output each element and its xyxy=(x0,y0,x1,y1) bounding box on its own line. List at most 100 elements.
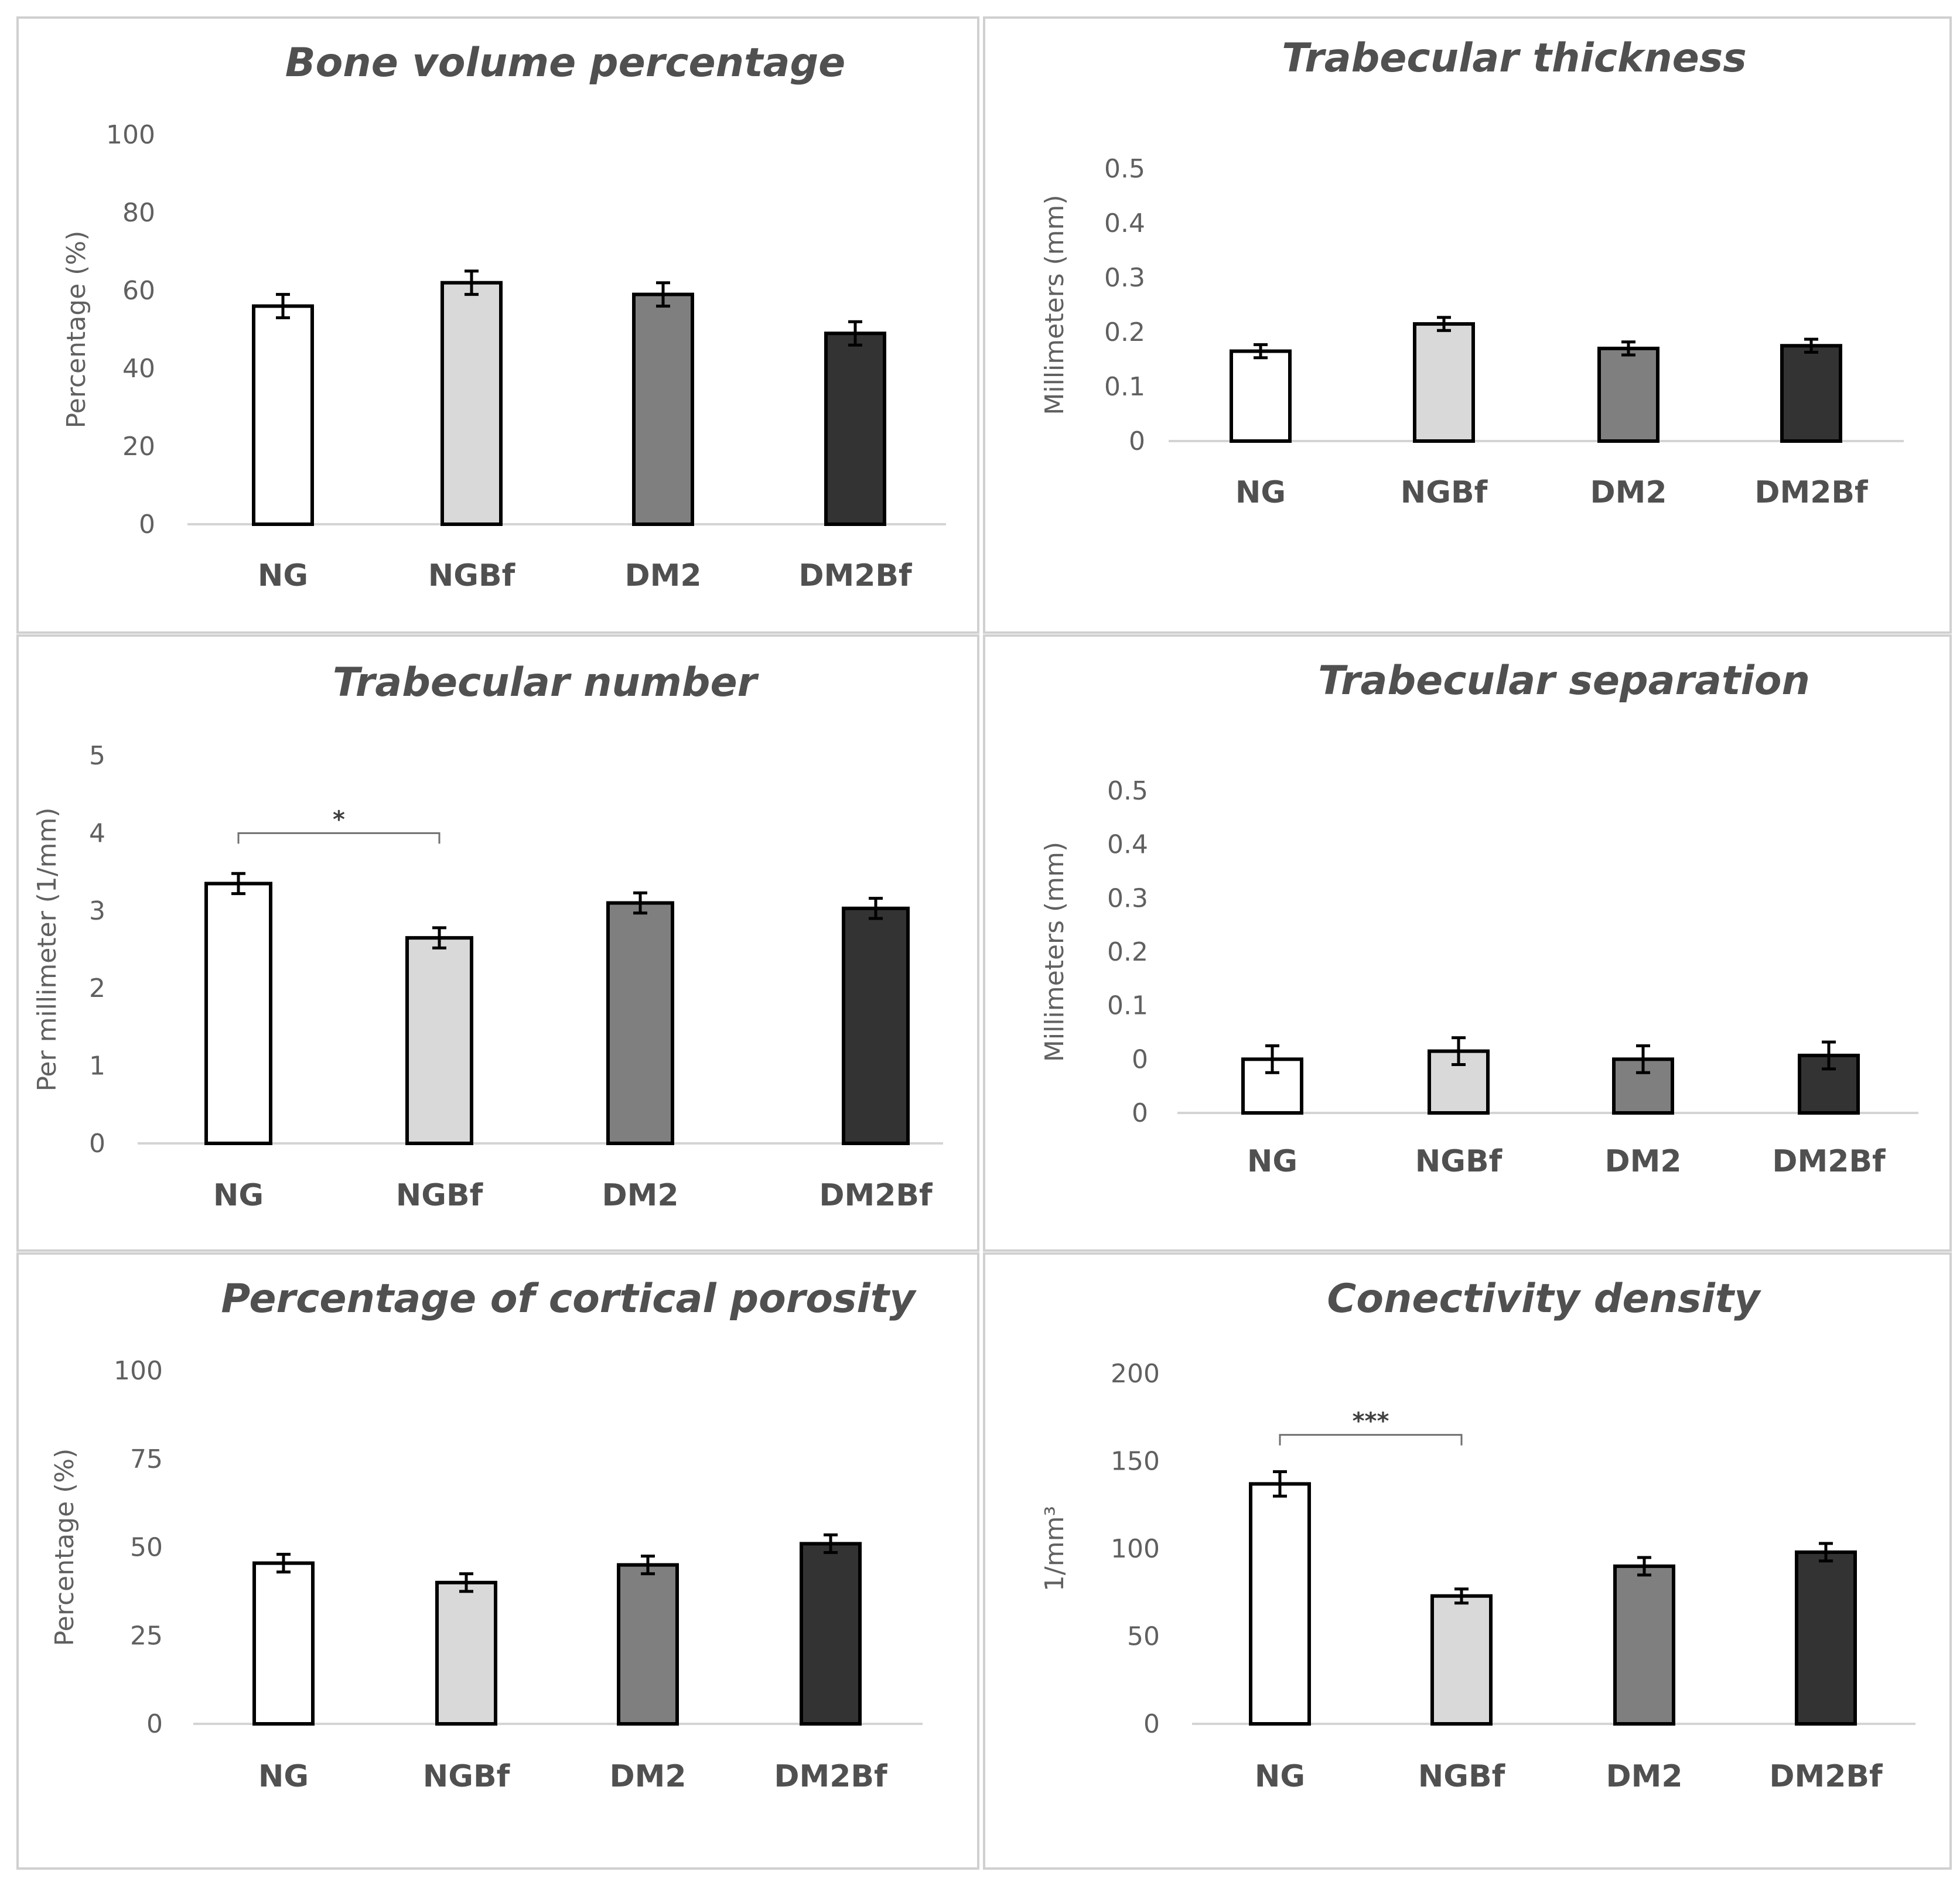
bar-NGBf xyxy=(1413,322,1475,443)
y-tick-label: 0 xyxy=(1132,1044,1148,1074)
y-axis-title: 1/mm³ xyxy=(1040,1506,1070,1591)
bar-DM2 xyxy=(617,1563,679,1726)
y-tick-label: 50 xyxy=(130,1533,163,1563)
y-tick-label: 0 xyxy=(146,1709,163,1739)
bar-DM2Bf xyxy=(1780,344,1842,443)
y-tick-label: 150 xyxy=(1111,1447,1160,1477)
chart-panel-5: Percentage of cortical porosity 0 25 50 75 10… xyxy=(16,1252,979,1870)
significance-bracket xyxy=(1279,1434,1463,1446)
category-label: NG xyxy=(1247,1144,1297,1179)
y-tick-label: 40 xyxy=(122,354,155,384)
y-tick-label: 0.1 xyxy=(1104,372,1145,402)
bar-NG xyxy=(1230,349,1292,443)
category-label: DM2 xyxy=(1590,475,1667,510)
chart-panel-3: Trabecular number 0 1 2 3 4 5 Per millimeter (1… xyxy=(16,634,979,1252)
category-label: DM2Bf xyxy=(1754,475,1869,510)
category-label: DM2 xyxy=(602,1178,678,1213)
chart-title: Trabecular thickness xyxy=(1282,35,1747,81)
chart-title: Trabecular number xyxy=(333,660,760,706)
category-label: NG xyxy=(213,1178,264,1213)
category-label: DM2 xyxy=(1604,1144,1681,1179)
y-tick-label: 100 xyxy=(1111,1534,1160,1564)
y-tick-label: 20 xyxy=(122,432,155,462)
y-axis-title: Percentage (%) xyxy=(50,1449,80,1647)
y-tick-label: 0.2 xyxy=(1104,317,1145,347)
category-label: NGBf xyxy=(1401,475,1488,510)
significance-label: *** xyxy=(1353,1408,1389,1435)
chart-panel-2: Trabecular thickness 0 0.1 0.2 0.3 0.4 0.5 Mill… xyxy=(983,16,1952,634)
bar-DM2Bf xyxy=(800,1542,862,1726)
y-tick-label: 25 xyxy=(130,1621,163,1651)
category-label: DM2 xyxy=(1606,1759,1682,1794)
y-tick-label: 0.4 xyxy=(1107,830,1148,860)
y-tick-label: 0.2 xyxy=(1107,937,1148,967)
bar-NG xyxy=(204,882,272,1145)
category-label: DM2Bf xyxy=(774,1759,888,1794)
significance-label: * xyxy=(333,806,345,833)
y-tick-label: 2 xyxy=(89,974,105,1003)
y-tick-label: 100 xyxy=(114,1356,163,1386)
y-axis-title: Millimeters (mm) xyxy=(1040,194,1070,415)
y-tick-label: 0.3 xyxy=(1107,883,1148,913)
y-tick-label: 60 xyxy=(122,276,155,306)
y-axis-title: Millimeters (mm) xyxy=(1040,842,1070,1062)
bar-DM2 xyxy=(1597,346,1659,443)
category-label: NGBf xyxy=(423,1759,511,1794)
category-label: NG xyxy=(1235,475,1286,510)
y-tick-label: 0 xyxy=(1129,426,1145,456)
bar-DM2 xyxy=(632,292,694,526)
y-tick-label: 200 xyxy=(1111,1359,1160,1389)
chart-title: Bone volume percentage xyxy=(285,40,846,86)
bar-NG xyxy=(1241,1057,1303,1115)
y-tick-label: 0.4 xyxy=(1104,209,1145,238)
y-tick-label: 0 xyxy=(1132,1098,1148,1128)
significance-bracket xyxy=(237,832,441,844)
category-label: NGBf xyxy=(428,558,516,593)
y-tick-label: 0.1 xyxy=(1107,991,1148,1021)
y-tick-label: 4 xyxy=(89,818,105,848)
category-label: DM2Bf xyxy=(1772,1144,1886,1179)
y-tick-label: 0 xyxy=(139,510,155,539)
category-label: NGBf xyxy=(1418,1759,1506,1794)
bar-DM2 xyxy=(1613,1564,1675,1726)
bar-NG xyxy=(1249,1482,1311,1726)
bar-NGBf xyxy=(405,936,473,1145)
y-tick-label: 0 xyxy=(89,1129,105,1159)
y-tick-label: 50 xyxy=(1127,1622,1160,1652)
category-label: DM2Bf xyxy=(1769,1759,1883,1794)
category-label: NG xyxy=(1255,1759,1305,1794)
category-label: DM2 xyxy=(609,1759,686,1794)
y-axis-title: Percentage (%) xyxy=(62,231,91,429)
category-label: NG xyxy=(258,558,308,593)
chart-title: Percentage of cortical porosity xyxy=(221,1276,917,1322)
category-label: DM2Bf xyxy=(798,558,913,593)
category-label: NGBf xyxy=(396,1178,484,1213)
bar-DM2 xyxy=(606,901,674,1146)
bar-NGBf xyxy=(435,1580,497,1726)
y-tick-label: 0 xyxy=(1143,1709,1160,1739)
y-tick-label: 5 xyxy=(89,741,105,771)
chart-panel-4: Trabecular separation 0 0 0.1 0.2 0.3 0.4 0.5 Mi… xyxy=(983,634,1952,1252)
category-label: NGBf xyxy=(1415,1144,1503,1179)
chart-title: Trabecular separation xyxy=(1318,658,1810,704)
bar-NGBf xyxy=(441,281,503,526)
bar-DM2Bf xyxy=(1795,1550,1857,1726)
category-label: DM2Bf xyxy=(819,1178,933,1213)
chart-panel-6: Conectivity density 0 50 100 150 200 1/mm³ NG NG… xyxy=(983,1252,1952,1870)
y-tick-label: 1 xyxy=(89,1051,105,1081)
chart-title: Conectivity density xyxy=(1327,1276,1761,1322)
chart-panel-1: Bone volume percentage 0 20 40 60 80 100 Percen… xyxy=(16,16,979,634)
y-tick-label: 0.5 xyxy=(1107,776,1148,806)
y-tick-label: 80 xyxy=(122,198,155,228)
y-tick-label: 75 xyxy=(130,1444,163,1474)
y-tick-label: 100 xyxy=(106,120,155,150)
bar-DM2Bf xyxy=(824,332,886,527)
y-tick-label: 0.3 xyxy=(1104,263,1145,293)
category-label: DM2 xyxy=(624,558,701,593)
bar-NGBf xyxy=(1430,1594,1493,1726)
bar-NG xyxy=(252,1561,315,1726)
y-tick-label: 0.5 xyxy=(1104,154,1145,184)
panel-frame xyxy=(983,634,1952,1252)
panel-frame xyxy=(983,1252,1952,1870)
